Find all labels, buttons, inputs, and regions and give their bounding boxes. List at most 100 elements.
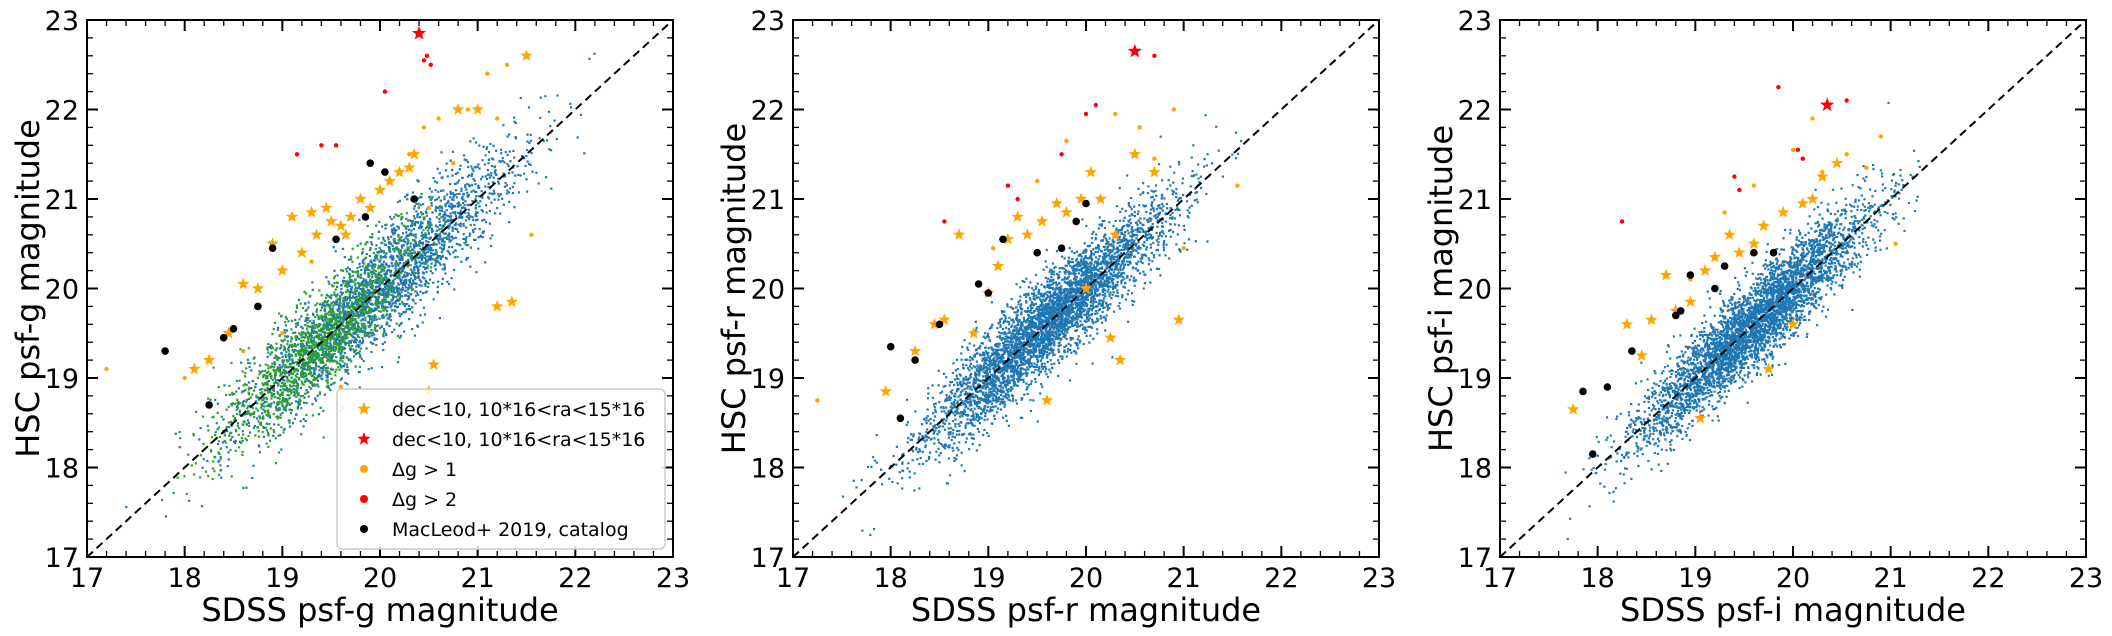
- cloud-point: [419, 264, 422, 268]
- cloud-point: [326, 381, 329, 384]
- cloud-point: [362, 303, 365, 306]
- cloud-point: [407, 297, 410, 300]
- cloud-point: [336, 285, 339, 288]
- cloud-point: [323, 318, 326, 321]
- cloud-point: [394, 265, 397, 268]
- cloud-point: [450, 277, 453, 280]
- cloud-point: [338, 321, 341, 324]
- cloud-point: [383, 269, 386, 272]
- cloud-point: [376, 329, 379, 332]
- cloud-point: [404, 271, 407, 274]
- cloud-point: [992, 362, 995, 365]
- cloud-point: [373, 333, 376, 336]
- cloud-point: [277, 400, 280, 403]
- cloud-point: [265, 377, 268, 380]
- cloud-point: [544, 95, 547, 98]
- cloud-point: [414, 262, 417, 266]
- cloud-point: [436, 167, 439, 170]
- cloud-point: [243, 413, 246, 416]
- cloud-point: [369, 278, 372, 281]
- cloud-point: [411, 311, 414, 314]
- cloud-point: [359, 354, 362, 357]
- cloud-point: [327, 328, 331, 331]
- cloud-point: [1037, 366, 1040, 369]
- cloud-point: [425, 266, 428, 269]
- cloud-point: [295, 322, 298, 325]
- cloud-point: [327, 387, 330, 390]
- cloud-point: [394, 299, 397, 303]
- cloud-point: [421, 213, 424, 216]
- cloud-point: [474, 204, 478, 207]
- cloud-point: [480, 209, 483, 212]
- cloud-point: [423, 236, 427, 239]
- legend-box: [336, 388, 666, 550]
- cloud-point: [284, 331, 287, 334]
- cloud-point: [419, 290, 422, 293]
- cloud-point: [397, 227, 400, 230]
- cloud-point: [285, 366, 288, 369]
- cloud-point: [288, 388, 291, 391]
- cloud-point: [385, 264, 388, 267]
- cloud-point: [422, 265, 425, 268]
- cloud-point: [291, 358, 294, 361]
- cloud-point: [490, 172, 493, 175]
- legend-label: Δg > 2: [392, 489, 457, 511]
- cloud-point: [300, 433, 303, 436]
- cloud-point: [1116, 249, 1120, 252]
- cloud-point: [325, 353, 328, 356]
- cloud-point: [350, 296, 353, 299]
- cloud-point: [318, 289, 321, 292]
- cloud-point: [1110, 243, 1113, 246]
- cloud-point: [461, 216, 464, 219]
- cloud-point: [396, 361, 400, 364]
- cloud-point: [284, 399, 287, 402]
- cloud-point: [963, 382, 966, 385]
- cloud-point: [218, 459, 221, 462]
- cloud-point: [439, 246, 442, 249]
- cloud-point: [1017, 300, 1020, 303]
- cloud-point: [453, 288, 456, 291]
- cloud-point: [329, 368, 332, 371]
- cloud-point: [441, 277, 444, 280]
- cloud-point: [303, 336, 306, 339]
- cloud-point: [988, 410, 991, 413]
- cloud-point: [1032, 371, 1036, 374]
- cloud-point: [1028, 310, 1031, 313]
- cloud-point: [448, 223, 451, 226]
- cloud-point: [295, 304, 298, 307]
- star-point: [427, 358, 440, 370]
- cloud-point: [279, 346, 283, 349]
- cloud-point: [330, 353, 333, 356]
- cloud-point: [1142, 243, 1145, 246]
- cloud-point: [178, 446, 181, 449]
- cloud-point: [909, 438, 912, 441]
- cloud-point: [422, 203, 425, 206]
- cloud-point: [273, 377, 276, 380]
- cloud-point: [391, 285, 394, 288]
- cloud-point: [335, 295, 338, 298]
- cloud-point: [328, 330, 331, 333]
- cloud-point: [349, 296, 352, 299]
- cloud-point: [303, 353, 306, 356]
- cloud-point: [1129, 256, 1132, 259]
- cloud-point: [415, 291, 419, 294]
- cloud-point: [405, 249, 408, 252]
- cloud-point: [315, 343, 318, 346]
- cloud-point: [291, 343, 294, 346]
- cloud-point: [494, 169, 497, 172]
- cloud-point: [284, 370, 287, 373]
- cloud-point: [384, 298, 387, 302]
- cloud-point: [425, 236, 428, 239]
- cloud-point: [432, 281, 435, 284]
- cloud-point: [447, 227, 450, 230]
- cloud-point: [421, 321, 424, 324]
- cloud-point: [354, 331, 357, 334]
- cloud-point: [1150, 233, 1153, 237]
- cloud-point: [354, 319, 357, 322]
- cloud-point: [334, 360, 337, 363]
- cloud-point: [421, 241, 425, 244]
- cloud-point: [974, 381, 977, 384]
- cloud-point: [402, 302, 405, 305]
- cloud-point: [377, 266, 380, 269]
- cloud-point: [267, 434, 270, 437]
